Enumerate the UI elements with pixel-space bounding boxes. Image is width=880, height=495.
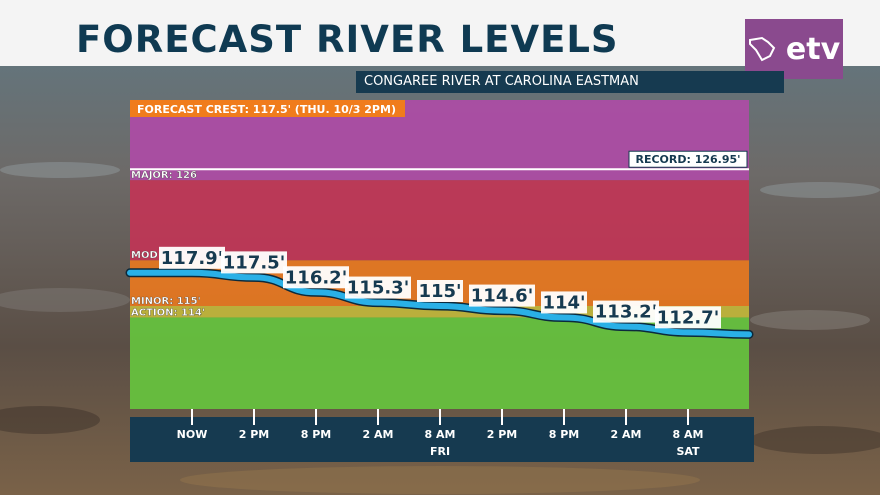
tick-label-0: NOW xyxy=(177,428,208,441)
x-axis-panel xyxy=(130,417,754,462)
data-label-box-1 xyxy=(221,251,287,274)
page-title: FORECAST RIVER LEVELS xyxy=(76,18,619,61)
data-label-0: 117.9' xyxy=(161,248,223,269)
data-label-5: 114.6' xyxy=(471,286,533,307)
tick-label-6: 8 PM xyxy=(549,428,580,441)
data-label-box-7 xyxy=(593,300,659,323)
data-label-box-3 xyxy=(345,276,411,299)
band-label-2: MINOR: 115' xyxy=(131,296,201,307)
band-1 xyxy=(130,306,749,318)
tick-label-3: 2 AM xyxy=(363,428,394,441)
tick-label-7: 2 AM xyxy=(611,428,642,441)
data-label-3: 115.3' xyxy=(347,278,409,299)
data-label-4: 115' xyxy=(418,281,461,302)
band-label-4: MAJOR: 126 xyxy=(131,170,197,181)
x-axis-ticks: NOW 2 PM 8 PM 2 AM 8 AM FRI 2 PM 8 PM 2 AM 8 AM SA… xyxy=(177,409,704,458)
tick-label-8: 8 AM xyxy=(673,428,704,441)
forecast-crest: FORECAST CREST: 117.5' (THU. 10/3 2PM) xyxy=(130,100,405,117)
data-label-box-5 xyxy=(469,284,535,307)
series-line xyxy=(127,269,752,338)
tick-label-1: 2 PM xyxy=(239,428,270,441)
day-label-8: SAT xyxy=(676,445,700,458)
record-label-box xyxy=(628,150,748,168)
data-label-box-2 xyxy=(283,266,349,289)
data-label-8: 112.7' xyxy=(657,307,719,328)
record-label: RECORD: 126.95' xyxy=(635,153,740,166)
band-label-1: ACTION: 114' xyxy=(131,307,205,318)
crest-banner-box xyxy=(130,100,405,117)
data-label-box-8 xyxy=(655,306,721,329)
band-label-3: MOD xyxy=(131,250,158,261)
state-outline-icon xyxy=(748,36,776,62)
tick-label-2: 8 PM xyxy=(301,428,332,441)
etv-logo: etv xyxy=(745,19,843,79)
crest-banner: FORECAST CREST: 117.5' (THU. 10/3 2PM) xyxy=(137,103,396,116)
forecast-series: 117.9' 117.5'116.2' 115.3' 115' 114.6' 114' 11… xyxy=(125,246,754,339)
data-label-6: 114' xyxy=(542,292,585,313)
data-label-box-4 xyxy=(417,280,463,302)
record-level: RECORD: 126.95' xyxy=(130,150,749,171)
data-label-box-6 xyxy=(541,291,587,314)
band-0 xyxy=(130,317,749,409)
data-label-2: 116.2' xyxy=(285,267,347,288)
day-label-4: FRI xyxy=(430,445,450,458)
chart-subtitle: CONGAREE RIVER AT CAROLINA EASTMAN xyxy=(356,71,784,93)
tick-label-4: 8 AM xyxy=(425,428,456,441)
data-label-box-0 xyxy=(159,246,225,269)
header-bar: FORECAST RIVER LEVELS xyxy=(0,0,880,66)
logo-text: etv xyxy=(785,31,841,67)
band-3 xyxy=(130,180,749,261)
tick-label-5: 2 PM xyxy=(487,428,518,441)
data-label-1: 117.5' xyxy=(223,252,285,273)
data-label-7: 113.2' xyxy=(595,302,657,323)
